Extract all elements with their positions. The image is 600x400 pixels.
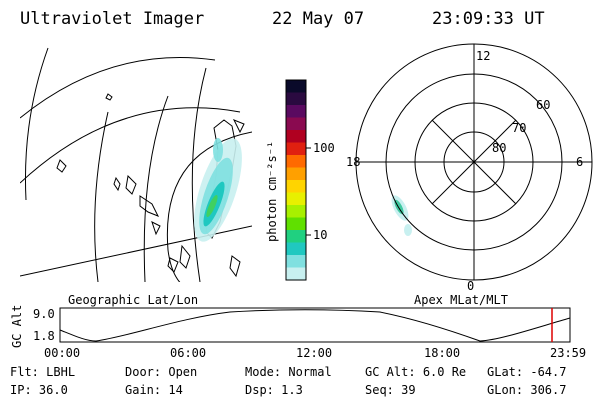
altitude-plot: GC Alt 9.0 1.8 00:00 06:00 12:00 18:00 2… [10,305,586,360]
info-seq: Seq: 39 [365,383,416,397]
altitude-xtick: 18:00 [424,346,460,360]
geographic-map [20,47,252,282]
info-dsp: Dsp: 1.3 [245,383,303,397]
colorbar-segment [286,130,306,144]
mlat-label-70: 70 [512,121,526,135]
colorbar-segment [286,205,306,219]
longitude-line [24,47,49,201]
colorbar-segment [286,255,306,269]
colorbar-segment [286,92,306,106]
colorbar-segment [286,80,306,94]
colorbar-segment [286,105,306,119]
colorbar-segment [286,167,306,181]
mlat-label-60: 60 [536,98,550,112]
mlt-label-18: 18 [346,155,360,169]
colorbar-segment [286,180,306,194]
altitude-xtick: 23:59 [550,346,586,360]
colorbar-segment [286,117,306,131]
altitude-curve [59,309,571,342]
info-mode: Mode: Normal [245,365,332,379]
coastline [105,93,113,101]
mlt-label-12: 12 [476,49,490,63]
coastline [232,119,245,134]
altitude-xtick: 06:00 [170,346,206,360]
longitude-line [191,67,207,282]
coastline [139,195,160,217]
info-glat: GLat: -64.7 [487,365,566,379]
terminator-line [20,225,252,277]
mlt-label-6: 6 [576,155,583,169]
colorbar-segment [286,155,306,169]
coastline [125,174,137,195]
mlat-label-80: 80 [492,141,506,155]
mlt-label-0: 0 [467,279,474,293]
geographic-caption: Geographic Lat/Lon [68,293,198,307]
colorbar-frame [285,79,307,281]
longitude-line [94,111,109,282]
altitude-ylabel: GC Alt [10,305,24,348]
colorbar-segment [286,267,306,281]
latitude-line [20,57,216,119]
altitude-ytick: 1.8 [33,329,55,343]
instrument-title: Ultraviolet Imager [20,9,204,29]
colorbar-tick-label: 100 [313,141,335,155]
colorbar: 100 10 photon cm⁻²s⁻¹ [265,79,335,281]
polar-plot: 12 18 6 0 60 70 80 [346,43,593,293]
latitude-line [20,107,241,184]
longitude-line [143,95,169,282]
colorbar-segment [286,242,306,256]
colorbar-segment [286,142,306,156]
colorbar-unit-label: photon cm⁻²s⁻¹ [265,141,279,242]
polar-caption: Apex MLat/MLT [414,293,508,307]
info-glon: GLon: 306.7 [487,383,566,397]
status-info: Flt: LBHL Door: Open Mode: Normal GC Alt… [10,365,566,397]
polar-emission [404,224,412,236]
colorbar-gradient [286,80,306,281]
info-flt: Flt: LBHL [10,365,75,379]
coastline [113,176,121,192]
auroral-emission [194,138,242,242]
colorbar-tick-label: 10 [313,228,327,242]
observation-time: 23:09:33 UT [432,9,545,29]
coastline [229,255,241,278]
info-gc-alt: GC Alt: 6.0 Re [365,365,466,379]
info-gain: Gain: 14 [125,383,183,397]
coastline [167,257,179,273]
altitude-ytick: 9.0 [33,307,55,321]
coastline [151,221,161,236]
altitude-frame [59,307,571,343]
altitude-xtick: 00:00 [44,346,80,360]
colorbar-segment [286,192,306,206]
colorbar-segment [286,230,306,244]
altitude-xtick: 12:00 [296,346,332,360]
info-door: Door: Open [125,365,197,379]
info-ip: IP: 36.0 [10,383,68,397]
observation-date: 22 May 07 [272,9,364,29]
colorbar-segment [286,217,306,231]
coastline [179,244,191,269]
polar-diagonal [431,119,517,205]
coastline [56,159,67,173]
